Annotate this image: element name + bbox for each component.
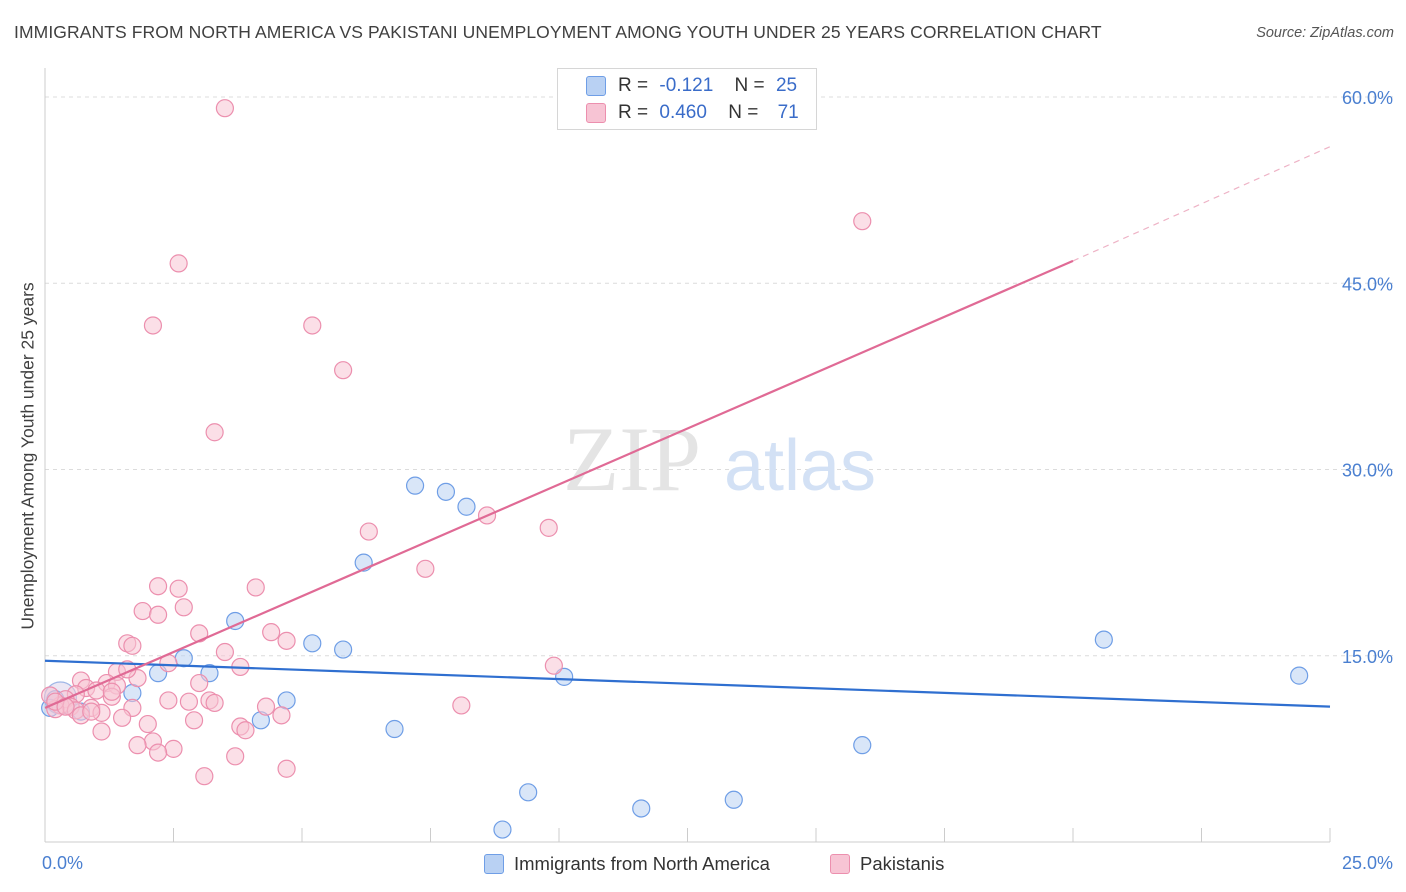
watermark-atlas: atlas xyxy=(724,426,876,506)
legend-row-immigrants: R = -0.121 N = 25 xyxy=(586,74,797,98)
pakistanis-point xyxy=(303,316,322,335)
immigrants-point xyxy=(1290,666,1309,685)
pakistanis-point xyxy=(277,759,296,778)
pakistanis-point xyxy=(169,254,188,273)
x-tick-label: 0.0% xyxy=(42,853,83,873)
bottom-legend-pakistanis: Pakistanis xyxy=(830,851,944,877)
pakistanis-point xyxy=(159,691,178,710)
tick-labels: 15.0% 30.0% 45.0% 60.0% 0.0% 25.0% xyxy=(42,88,1393,873)
pakistanis-point xyxy=(246,578,265,597)
pakistanis-point xyxy=(123,636,142,655)
pakistanis-point xyxy=(236,721,255,740)
pakistanis-point xyxy=(148,577,168,596)
legend-row-pakistanis: R = 0.460 N = 71 xyxy=(586,101,799,125)
pakistanis-point xyxy=(133,601,152,621)
pakistanis-point xyxy=(205,693,224,713)
immigrants-point xyxy=(1094,630,1113,649)
immigrants-point xyxy=(519,783,538,802)
x-tick-label: 25.0% xyxy=(1342,853,1393,873)
pakistanis-point xyxy=(195,767,214,786)
pakistanis-point xyxy=(359,522,378,541)
correlation-legend: R = -0.121 N = 25 R = 0.460 N = 71 xyxy=(557,68,817,130)
pakistanis-point xyxy=(179,692,199,711)
bottom-legend-swatch-pakistanis xyxy=(830,854,850,874)
pakistanis-point xyxy=(82,702,101,721)
chart-title: IMMIGRANTS FROM NORTH AMERICA VS PAKISTA… xyxy=(14,22,1102,42)
pakistanis-point xyxy=(148,743,168,762)
pakistanis-point xyxy=(452,696,471,715)
pakistanis-point xyxy=(277,631,296,650)
immigrants-point xyxy=(405,476,425,495)
immigrants-point xyxy=(632,799,651,818)
pakistanis-point xyxy=(164,739,183,758)
pakistanis-point xyxy=(143,316,163,335)
bottom-legend-immigrants: Immigrants from North America xyxy=(484,851,770,877)
trend-lines xyxy=(44,146,1331,709)
watermark-zip: ZIP xyxy=(563,408,701,510)
source-label: Source: ZipAtlas.com xyxy=(1256,25,1394,41)
bottom-legend-swatch-immigrants xyxy=(484,854,504,874)
legend-n-label: N = xyxy=(728,102,759,123)
immigrants-point xyxy=(436,482,456,501)
immigrants-point xyxy=(853,736,872,755)
y-tick-label: 30.0% xyxy=(1342,461,1393,481)
immigrants-point xyxy=(457,497,476,516)
pakistanis-point xyxy=(539,518,558,537)
immigrants-point xyxy=(555,667,574,686)
pakistanis-point xyxy=(184,711,204,730)
immigrants-point xyxy=(493,820,512,839)
pakistanis-point xyxy=(853,212,872,231)
trend-line-pakistanis-extension xyxy=(1072,146,1331,262)
bottom-legend-label-immigrants: Immigrants from North America xyxy=(514,853,770,874)
pakistanis-point xyxy=(416,559,435,578)
gridlines xyxy=(45,96,1395,657)
legend-swatch-pakistanis xyxy=(586,103,606,123)
immigrants-point xyxy=(174,649,193,668)
legend-n-value-immigrants: 25 xyxy=(775,75,798,96)
pakistanis-point xyxy=(256,697,276,716)
legend-r-value-pakistanis: 0.460 xyxy=(659,102,707,123)
pakistanis-point xyxy=(190,673,209,693)
pakistanis-point xyxy=(174,598,193,617)
pakistanis-point xyxy=(544,656,563,675)
pakistanis-point xyxy=(215,642,234,662)
legend-n-value-pakistanis: 71 xyxy=(777,102,799,123)
pakistanis-point xyxy=(128,736,147,755)
y-tick-label: 15.0% xyxy=(1342,647,1393,667)
y-tick-label: 60.0% xyxy=(1342,88,1393,108)
pakistanis-point xyxy=(262,623,281,642)
pakistanis-point xyxy=(334,361,353,380)
pakistanis-point xyxy=(102,682,121,701)
pakistanis-point xyxy=(92,722,111,741)
immigrants-point xyxy=(334,640,353,659)
pakistanis-point xyxy=(215,99,234,118)
trend-line-immigrants xyxy=(44,659,1331,708)
immigrants-point xyxy=(724,790,743,809)
y-tick-label: 45.0% xyxy=(1342,274,1393,294)
immigrants-point xyxy=(303,634,322,653)
pakistanis-point xyxy=(148,605,168,624)
legend-swatch-immigrants xyxy=(586,76,606,96)
pakistanis-point xyxy=(205,423,224,442)
pakistanis-point xyxy=(226,747,245,766)
pakistanis-point xyxy=(272,706,291,725)
pakistanis-point xyxy=(112,708,132,727)
watermark: ZIP atlas xyxy=(563,408,876,510)
trend-line-pakistanis xyxy=(44,259,1074,709)
pakistanis-point xyxy=(138,714,157,734)
series-pakistanis-points xyxy=(41,99,872,786)
legend-r-value-immigrants: -0.121 xyxy=(659,75,714,96)
bottom-legend-label-pakistanis: Pakistanis xyxy=(860,853,945,874)
legend-r-label: R = xyxy=(618,75,649,96)
legend-n-label: N = xyxy=(734,75,765,96)
pakistanis-point xyxy=(169,579,188,598)
y-axis-label: Unemployment Among Youth under 25 years xyxy=(17,282,38,630)
legend-r-label: R = xyxy=(618,102,649,123)
immigrants-point xyxy=(385,719,404,739)
